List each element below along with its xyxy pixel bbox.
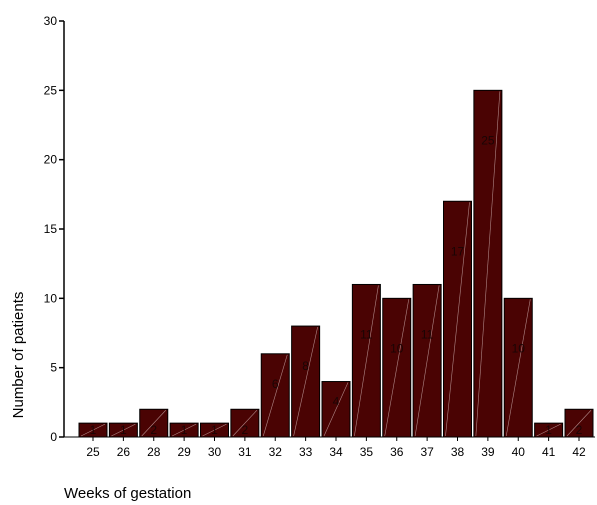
bar-group: 2	[564, 408, 594, 438]
bar-value-label: 1	[90, 423, 97, 437]
bar-value-label: 11	[360, 327, 373, 341]
bar-value-label: 25	[481, 133, 495, 147]
bar-value-label: 11	[421, 327, 434, 341]
bar-group: 1	[169, 422, 199, 438]
bar-value-label: 1	[211, 423, 218, 437]
x-tick-label: 30	[208, 445, 222, 459]
bar-group: 4	[321, 381, 351, 438]
x-tick-label: 41	[542, 445, 556, 459]
bar-group: 10	[382, 297, 412, 438]
bar-group: 11	[351, 283, 381, 438]
x-tick-label: 37	[420, 445, 434, 459]
bar-hatch	[384, 299, 410, 437]
bar-group: 2	[230, 408, 260, 438]
bar-hatch	[262, 354, 288, 437]
bar-group: 6	[260, 353, 290, 438]
x-tick-label: 25	[86, 445, 100, 459]
bar-value-label: 2	[242, 423, 249, 437]
bar-hatch	[505, 299, 531, 437]
bar-hatch	[80, 423, 106, 437]
bar-value-label: 10	[512, 341, 526, 355]
bar-hatch	[475, 91, 501, 437]
x-tick-label: 39	[481, 445, 495, 459]
y-tick-label: 15	[44, 222, 58, 236]
bar-group: 11	[412, 283, 442, 438]
bar	[230, 408, 260, 438]
x-tick-label: 32	[269, 445, 283, 459]
bar-hatch	[293, 327, 318, 437]
bar-hatch	[414, 285, 440, 437]
bar-hatch	[202, 423, 227, 437]
bar-value-label: 6	[272, 377, 279, 391]
y-axis-title: Number of patients	[10, 292, 27, 419]
bar-group: 1	[78, 422, 108, 438]
bar-hatch	[445, 202, 470, 437]
x-ticks: 25 26 28 29 30 31 32 33 34 35 36 37 38 39 40 41 42	[86, 437, 586, 459]
bar-value-label: 17	[451, 244, 465, 258]
bar-value-label: 10	[390, 341, 404, 355]
bar-group: 1	[108, 422, 138, 438]
x-tick-label: 35	[360, 445, 374, 459]
bar-value-label: 8	[302, 359, 309, 373]
x-tick-label: 38	[451, 445, 465, 459]
bar-hatch	[171, 423, 197, 437]
bar-hatch	[323, 382, 349, 437]
bar-hatch	[354, 285, 379, 437]
bar-hatch	[111, 423, 136, 437]
x-axis: 25 26 28 29 30 31 32 33 34 35 36 37 38 39 40 41 42	[64, 436, 595, 459]
x-tick-label: 33	[299, 445, 313, 459]
bar-value-label: 1	[181, 423, 188, 437]
y-tick-label: 25	[44, 83, 58, 97]
y-tick-label: 10	[44, 291, 58, 305]
bar-hatch	[536, 423, 561, 437]
bar-hatch	[232, 410, 258, 437]
bar-hatch	[141, 410, 166, 437]
bar-value-label: 1	[120, 423, 127, 437]
bar-group: 10	[503, 297, 533, 438]
bar-group: 1	[200, 422, 229, 438]
bar-value-label: 2	[576, 423, 583, 437]
x-tick-label: 42	[572, 445, 586, 459]
bar-hatch	[566, 410, 592, 437]
bar-value-label: 1	[545, 423, 552, 437]
bar-group: 17	[443, 200, 472, 438]
y-tick-label: 30	[44, 14, 58, 28]
x-axis-title: Weeks of gestation	[64, 485, 191, 502]
bar-value-label: 4	[333, 395, 340, 409]
x-tick-label: 31	[238, 445, 252, 459]
bar-value-label: 2	[150, 423, 157, 437]
x-tick-label: 29	[177, 445, 191, 459]
bar-group: 2	[139, 408, 169, 438]
x-tick-label: 40	[512, 445, 526, 459]
x-tick-label: 28	[147, 445, 161, 459]
y-tick-label: 5	[50, 361, 57, 375]
bar-group: 1	[534, 422, 564, 438]
y-tick-label: 20	[44, 153, 58, 167]
y-axis: 0 5 10 15 20 25 30	[44, 14, 65, 444]
y-tick-label: 0	[50, 430, 57, 444]
y-ticks: 0 5 10 15 20 25 30	[44, 14, 64, 444]
x-tick-label: 36	[390, 445, 404, 459]
bar-group: 25	[473, 89, 503, 438]
x-tick-label: 26	[117, 445, 131, 459]
x-tick-label: 34	[329, 445, 343, 459]
bar-group: 8	[291, 325, 321, 438]
